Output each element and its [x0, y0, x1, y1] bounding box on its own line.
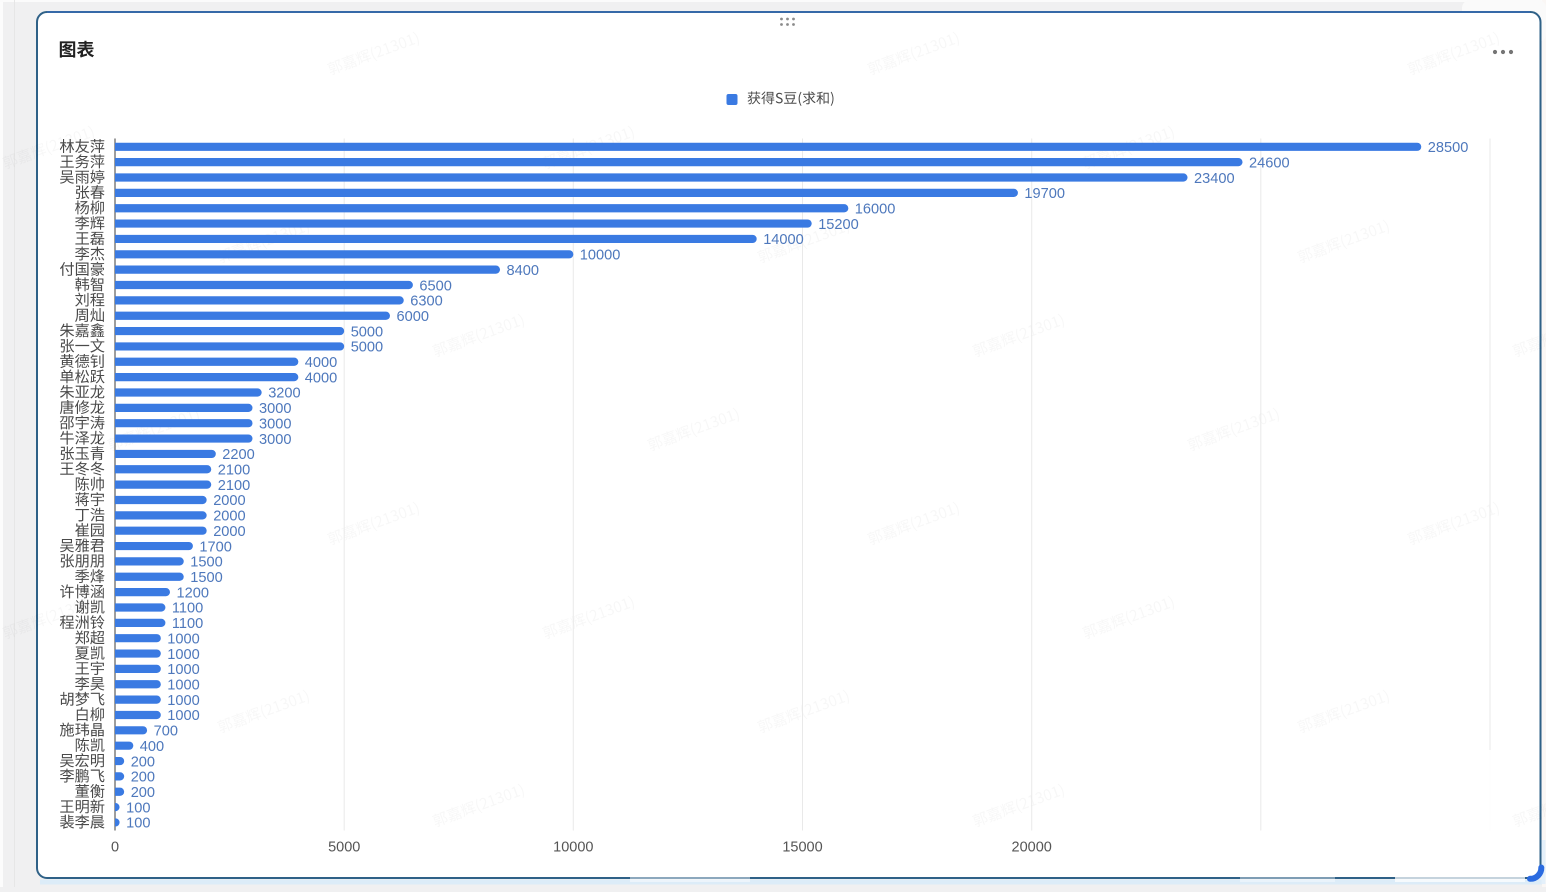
svg-text:6300: 6300: [410, 294, 442, 310]
svg-text:200: 200: [131, 754, 155, 770]
svg-text:200: 200: [131, 785, 155, 801]
svg-text:16000: 16000: [855, 202, 896, 218]
svg-text:1100: 1100: [172, 616, 203, 632]
svg-text:5000: 5000: [328, 840, 360, 856]
svg-text:100: 100: [126, 816, 150, 832]
svg-text:1000: 1000: [167, 693, 199, 709]
svg-text:2200: 2200: [222, 447, 254, 463]
svg-text:10000: 10000: [553, 840, 593, 856]
svg-text:19700: 19700: [1024, 186, 1065, 202]
svg-text:20000: 20000: [1012, 840, 1052, 856]
svg-text:1100: 1100: [172, 601, 203, 617]
svg-text:24600: 24600: [1249, 155, 1290, 171]
svg-text:2000: 2000: [213, 509, 245, 525]
svg-text:1500: 1500: [190, 555, 222, 571]
svg-text:1000: 1000: [167, 678, 199, 694]
svg-text:3000: 3000: [259, 417, 291, 433]
svg-text:3000: 3000: [259, 432, 291, 448]
svg-text:200: 200: [131, 770, 155, 786]
svg-text:1700: 1700: [199, 539, 231, 555]
svg-text:5000: 5000: [351, 324, 383, 340]
svg-text:2000: 2000: [213, 493, 245, 509]
svg-text:15000: 15000: [782, 840, 822, 856]
svg-text:2100: 2100: [218, 478, 250, 494]
svg-text:4000: 4000: [305, 370, 337, 386]
svg-text:0: 0: [111, 840, 119, 856]
svg-text:1500: 1500: [190, 570, 222, 586]
svg-text:10000: 10000: [580, 248, 621, 264]
svg-text:6000: 6000: [397, 309, 429, 325]
svg-text:1000: 1000: [167, 708, 199, 724]
svg-text:1000: 1000: [167, 662, 199, 678]
svg-text:2000: 2000: [213, 524, 245, 540]
svg-text:700: 700: [154, 724, 178, 740]
svg-text:100: 100: [126, 800, 150, 816]
svg-text:28500: 28500: [1428, 140, 1469, 156]
svg-text:1000: 1000: [167, 631, 199, 647]
svg-text:3000: 3000: [259, 401, 291, 417]
svg-text:15200: 15200: [818, 217, 859, 233]
svg-text:3200: 3200: [268, 386, 300, 402]
svg-text:1200: 1200: [177, 585, 209, 601]
svg-text:400: 400: [140, 739, 164, 755]
svg-text:5000: 5000: [351, 340, 383, 356]
svg-text:4000: 4000: [305, 355, 337, 371]
svg-text:6500: 6500: [419, 278, 451, 294]
svg-text:23400: 23400: [1194, 171, 1235, 187]
svg-text:8400: 8400: [507, 263, 539, 279]
svg-text:2100: 2100: [218, 463, 250, 479]
svg-text:14000: 14000: [763, 232, 804, 248]
svg-text:1000: 1000: [167, 647, 199, 663]
